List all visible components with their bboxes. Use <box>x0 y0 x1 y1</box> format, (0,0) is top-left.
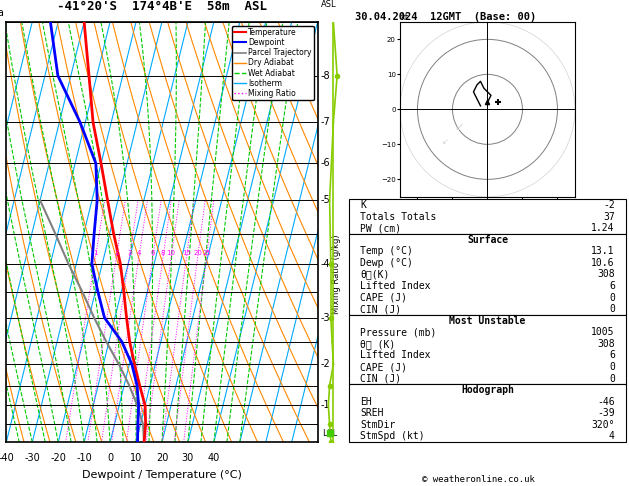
Text: Lifted Index: Lifted Index <box>360 281 431 291</box>
Text: 6: 6 <box>150 250 155 256</box>
Text: Dewp (°C): Dewp (°C) <box>360 258 413 268</box>
Text: 15: 15 <box>182 250 191 256</box>
Text: -39: -39 <box>597 408 615 418</box>
Text: 6: 6 <box>609 281 615 291</box>
Text: Hodograph: Hodograph <box>461 385 514 395</box>
Bar <box>349 384 626 442</box>
Text: -3: -3 <box>321 312 330 323</box>
Bar <box>349 199 626 234</box>
Text: θᴇ(K): θᴇ(K) <box>360 269 389 279</box>
Text: 1005: 1005 <box>591 328 615 337</box>
Text: PW (cm): PW (cm) <box>360 223 401 233</box>
Text: -46: -46 <box>597 397 615 407</box>
Text: CIN (J): CIN (J) <box>360 374 401 383</box>
Text: Surface: Surface <box>467 235 508 245</box>
Text: 0: 0 <box>609 374 615 383</box>
Text: -6: -6 <box>321 158 330 169</box>
Text: 30.04.2024  12GMT  (Base: 00): 30.04.2024 12GMT (Base: 00) <box>355 12 537 22</box>
Bar <box>349 315 626 384</box>
Text: CIN (J): CIN (J) <box>360 304 401 314</box>
Text: -8: -8 <box>321 70 330 81</box>
Text: -41°20'S  174°4B'E  58m  ASL: -41°20'S 174°4B'E 58m ASL <box>57 0 267 14</box>
Text: 40: 40 <box>208 453 220 463</box>
Text: 308: 308 <box>597 269 615 279</box>
Text: 1.24: 1.24 <box>591 223 615 233</box>
Text: ↙: ↙ <box>442 138 449 146</box>
Text: -20: -20 <box>50 453 66 463</box>
Text: km
ASL: km ASL <box>321 0 337 9</box>
Text: Pressure (mb): Pressure (mb) <box>360 328 437 337</box>
Text: 308: 308 <box>597 339 615 349</box>
Text: 37: 37 <box>603 211 615 222</box>
Text: CAPE (J): CAPE (J) <box>360 362 407 372</box>
Text: 25: 25 <box>202 250 211 256</box>
Text: K: K <box>360 200 366 210</box>
Text: -7: -7 <box>321 117 330 127</box>
Text: 4: 4 <box>136 250 141 256</box>
Text: SREH: SREH <box>360 408 384 418</box>
Text: 0: 0 <box>107 453 113 463</box>
Text: StmDir: StmDir <box>360 420 396 430</box>
Text: Temp (°C): Temp (°C) <box>360 246 413 256</box>
Text: StmSpd (kt): StmSpd (kt) <box>360 432 425 441</box>
Text: 0: 0 <box>609 304 615 314</box>
Bar <box>349 234 626 315</box>
Legend: Temperature, Dewpoint, Parcel Trajectory, Dry Adiabat, Wet Adiabat, Isotherm, Mi: Temperature, Dewpoint, Parcel Trajectory… <box>232 26 314 100</box>
Text: 30: 30 <box>182 453 194 463</box>
Text: 13.1: 13.1 <box>591 246 615 256</box>
Text: -5: -5 <box>321 195 330 205</box>
Text: 10: 10 <box>167 250 175 256</box>
Text: Most Unstable: Most Unstable <box>449 316 526 326</box>
Text: -1: -1 <box>321 400 330 411</box>
Text: 6: 6 <box>609 350 615 361</box>
Text: -40: -40 <box>0 453 14 463</box>
Text: Lifted Index: Lifted Index <box>360 350 431 361</box>
Text: 10: 10 <box>130 453 142 463</box>
Text: θᴇ (K): θᴇ (K) <box>360 339 396 349</box>
Text: © weatheronline.co.uk: © weatheronline.co.uk <box>421 474 535 484</box>
Text: LCL: LCL <box>322 429 337 438</box>
Text: 20: 20 <box>156 453 168 463</box>
Text: 20: 20 <box>193 250 202 256</box>
Text: 0: 0 <box>609 362 615 372</box>
Text: -4: -4 <box>321 259 330 269</box>
Text: Dewpoint / Temperature (°C): Dewpoint / Temperature (°C) <box>82 469 242 480</box>
Text: -2: -2 <box>603 200 615 210</box>
Text: ↙: ↙ <box>455 122 464 132</box>
Text: 0: 0 <box>609 293 615 303</box>
Text: 3: 3 <box>127 250 131 256</box>
Text: kt: kt <box>400 13 408 22</box>
Text: -2: -2 <box>321 359 330 369</box>
Text: 8: 8 <box>160 250 165 256</box>
Text: -10: -10 <box>76 453 92 463</box>
Text: Totals Totals: Totals Totals <box>360 211 437 222</box>
Text: 1: 1 <box>93 250 97 256</box>
Text: -30: -30 <box>25 453 40 463</box>
Text: 2: 2 <box>114 250 118 256</box>
Text: 4: 4 <box>609 432 615 441</box>
Text: EH: EH <box>360 397 372 407</box>
Text: 10.6: 10.6 <box>591 258 615 268</box>
Text: 320°: 320° <box>591 420 615 430</box>
Text: CAPE (J): CAPE (J) <box>360 293 407 303</box>
Text: hPa: hPa <box>0 8 4 17</box>
Text: Mixing Ratio (g/kg): Mixing Ratio (g/kg) <box>332 234 341 314</box>
